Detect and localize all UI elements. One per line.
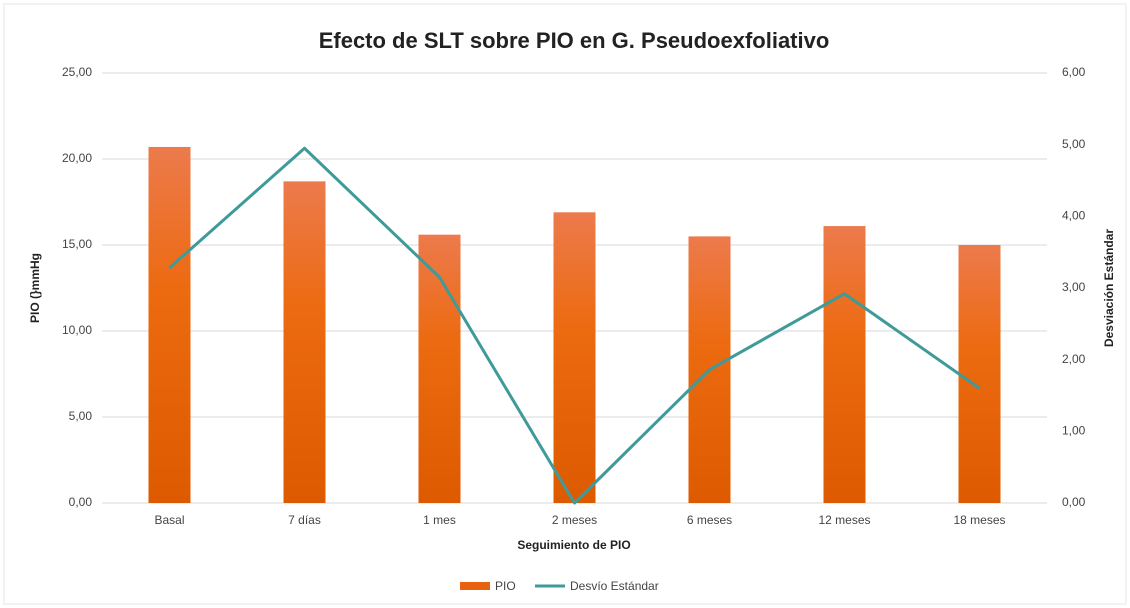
bar: [958, 245, 1001, 503]
line-series: [168, 146, 981, 505]
y2-tick-label: 2,00: [1062, 352, 1086, 366]
y-tick-label: 25,00: [62, 65, 92, 79]
y2-axis-title: Desviación Estándar: [1102, 229, 1116, 347]
x-tick-label: 1 mes: [423, 513, 456, 527]
bar: [283, 181, 326, 504]
x-tick-label: 6 meses: [687, 513, 732, 527]
x-tick-label: 12 meses: [818, 513, 870, 527]
x-tick-label: 2 meses: [552, 513, 597, 527]
legend-label: PIO: [495, 579, 516, 593]
bar: [823, 226, 866, 503]
y-tick-label: 10,00: [62, 323, 92, 337]
y2-tick-label: 3,00: [1062, 280, 1086, 294]
y-tick-label: 0,00: [69, 495, 93, 509]
y-tick-label: 15,00: [62, 237, 92, 251]
x-tick-label: Basal: [154, 513, 184, 527]
x-axis-title: Seguimiento de PIO: [517, 538, 630, 552]
y-tick-label: 5,00: [69, 409, 93, 423]
bar: [553, 212, 596, 503]
y2-tick-label: 6,00: [1062, 65, 1086, 79]
x-tick-label: 7 días: [288, 513, 321, 527]
y2-tick-label: 5,00: [1062, 137, 1086, 151]
y2-tick-label: 4,00: [1062, 209, 1086, 223]
legend-swatch: [460, 582, 490, 590]
bar: [418, 234, 461, 503]
y-tick-label: 20,00: [62, 151, 92, 165]
legend-label: Desvío Estándar: [570, 579, 659, 593]
chart-title: Efecto de SLT sobre PIO en G. Pseudoexfo…: [319, 28, 830, 53]
bar: [148, 146, 191, 503]
y2-tick-label: 0,00: [1062, 495, 1086, 509]
y-axis-title: PIO (}mmHg: [28, 253, 42, 323]
y2-tick-label: 1,00: [1062, 424, 1086, 438]
x-tick-label: 18 meses: [953, 513, 1005, 527]
